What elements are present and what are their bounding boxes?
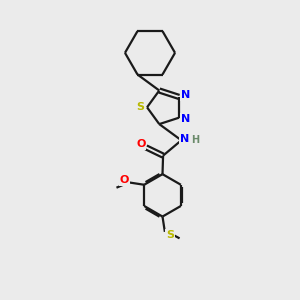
- Text: H: H: [191, 135, 200, 145]
- Text: N: N: [180, 134, 190, 144]
- Text: S: S: [166, 230, 174, 240]
- Text: N: N: [181, 114, 190, 124]
- Text: S: S: [136, 102, 145, 112]
- Text: N: N: [181, 90, 190, 100]
- Text: O: O: [136, 140, 146, 149]
- Text: O: O: [120, 175, 129, 185]
